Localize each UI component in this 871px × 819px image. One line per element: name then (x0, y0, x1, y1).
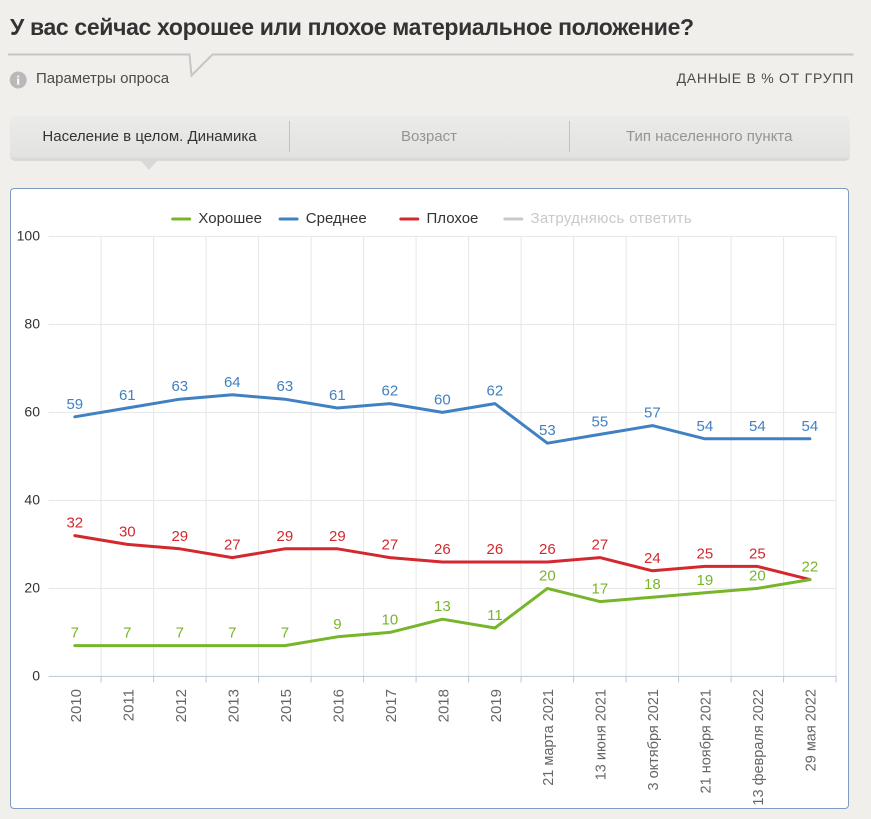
svg-text:25: 25 (697, 545, 714, 562)
svg-text:7: 7 (123, 625, 131, 642)
svg-text:26: 26 (434, 541, 451, 558)
svg-text:54: 54 (749, 418, 766, 435)
svg-text:61: 61 (119, 387, 136, 404)
svg-text:20: 20 (539, 567, 556, 584)
svg-text:27: 27 (382, 537, 399, 554)
svg-text:2019: 2019 (488, 689, 505, 722)
svg-text:2012: 2012 (173, 689, 190, 722)
svg-text:20: 20 (24, 580, 40, 596)
svg-text:7: 7 (228, 625, 236, 642)
svg-text:21 ноября 2021: 21 ноября 2021 (699, 689, 715, 793)
svg-text:7: 7 (176, 625, 184, 642)
svg-text:17: 17 (592, 581, 609, 598)
svg-text:22: 22 (802, 559, 819, 576)
svg-text:29: 29 (329, 528, 346, 545)
svg-text:0: 0 (32, 668, 40, 684)
svg-text:63: 63 (277, 378, 294, 395)
svg-text:54: 54 (697, 418, 714, 435)
svg-text:i: i (16, 73, 20, 88)
svg-text:Плохое: Плохое (427, 210, 479, 227)
svg-text:10: 10 (382, 611, 399, 628)
svg-text:Хорошее: Хорошее (198, 210, 262, 227)
svg-text:20: 20 (749, 567, 766, 584)
svg-text:32: 32 (66, 515, 83, 532)
svg-text:54: 54 (802, 418, 819, 435)
svg-text:26: 26 (487, 541, 504, 558)
svg-text:61: 61 (329, 387, 346, 404)
svg-text:2013: 2013 (226, 689, 243, 722)
svg-text:26: 26 (539, 541, 556, 558)
svg-text:55: 55 (592, 413, 609, 430)
svg-text:53: 53 (539, 422, 556, 439)
svg-text:18: 18 (644, 576, 661, 593)
svg-text:59: 59 (66, 396, 83, 413)
svg-text:30: 30 (119, 523, 136, 540)
svg-text:13: 13 (434, 598, 451, 615)
svg-text:63: 63 (171, 378, 188, 395)
svg-text:27: 27 (592, 537, 609, 554)
svg-text:62: 62 (382, 383, 399, 400)
svg-text:80: 80 (24, 316, 40, 332)
svg-text:29: 29 (277, 528, 294, 545)
svg-text:Затрудняюсь ответить: Затрудняюсь ответить (531, 210, 692, 227)
svg-text:21 марта 2021: 21 марта 2021 (541, 689, 557, 786)
svg-text:24: 24 (644, 550, 661, 567)
svg-text:13 июня 2021: 13 июня 2021 (594, 689, 610, 780)
svg-text:40: 40 (24, 492, 40, 508)
svg-text:2016: 2016 (331, 689, 348, 722)
svg-text:7: 7 (71, 625, 79, 642)
svg-text:9: 9 (333, 616, 341, 633)
svg-text:11: 11 (487, 607, 503, 624)
svg-text:29: 29 (171, 528, 188, 545)
svg-text:62: 62 (487, 383, 504, 400)
svg-text:64: 64 (224, 374, 241, 391)
svg-text:7: 7 (281, 625, 289, 642)
svg-text:2018: 2018 (436, 689, 453, 722)
svg-text:2017: 2017 (383, 689, 400, 722)
svg-text:29 мая 2022: 29 мая 2022 (804, 689, 820, 771)
svg-text:100: 100 (17, 228, 41, 244)
svg-text:19: 19 (697, 572, 714, 589)
svg-text:27: 27 (224, 537, 241, 554)
svg-text:2011: 2011 (121, 689, 138, 721)
svg-text:57: 57 (644, 405, 661, 422)
svg-text:3 октября 2021: 3 октября 2021 (646, 689, 662, 791)
svg-text:Среднее: Среднее (306, 210, 367, 227)
svg-text:60: 60 (434, 391, 451, 408)
svg-text:60: 60 (24, 404, 40, 420)
svg-text:2010: 2010 (68, 689, 85, 722)
svg-text:13 февраля 2022: 13 февраля 2022 (751, 689, 767, 806)
svg-text:25: 25 (749, 545, 766, 562)
svg-text:2015: 2015 (278, 689, 295, 722)
